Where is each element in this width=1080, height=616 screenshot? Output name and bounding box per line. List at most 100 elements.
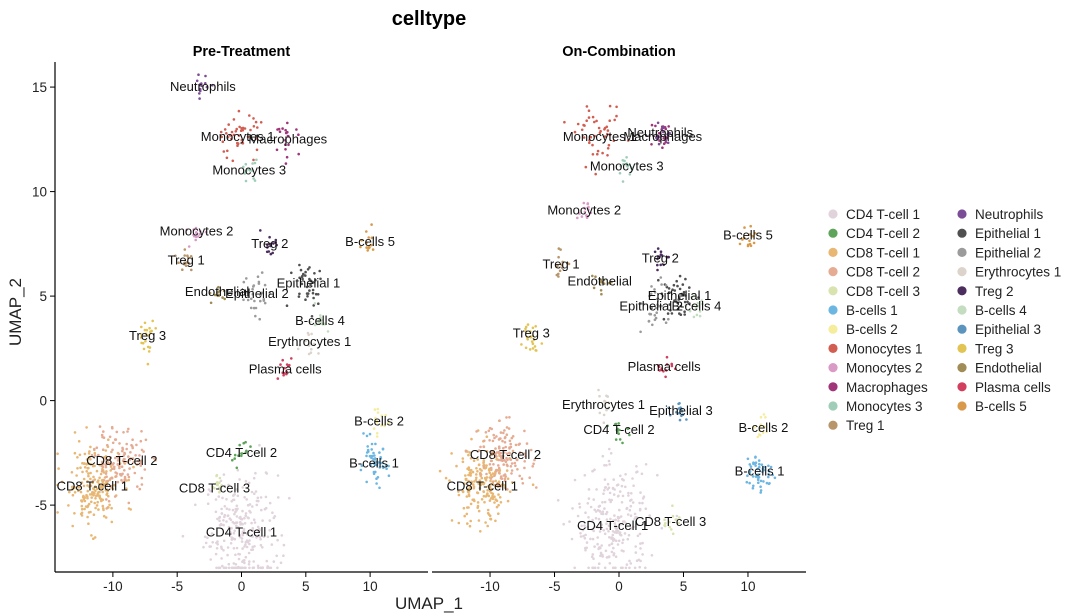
point-cd8-t-cell-2 bbox=[139, 461, 142, 465]
point-cd8-t-cell-1 bbox=[105, 493, 108, 496]
point-cd8-t-cell-1 bbox=[92, 513, 96, 516]
point-endothelial bbox=[592, 286, 596, 290]
point-monocytes-1 bbox=[231, 159, 235, 163]
point-cd8-t-cell-1 bbox=[461, 490, 465, 494]
y-tick-label: -5 bbox=[35, 498, 47, 513]
point-erythrocytes-1 bbox=[296, 347, 300, 351]
point-b-cells-2 bbox=[758, 433, 762, 437]
legend-label: Epithelial 2 bbox=[975, 245, 1041, 260]
point-erythrocytes-1 bbox=[597, 388, 600, 392]
point-cd4-t-cell-1 bbox=[261, 519, 264, 522]
point-cd4-t-cell-1 bbox=[239, 523, 242, 526]
point-cd4-t-cell-1 bbox=[624, 485, 627, 489]
point-cd4-t-cell-1 bbox=[233, 493, 236, 496]
point-cd4-t-cell-1 bbox=[242, 559, 245, 562]
cluster-label-treg-3: Treg 3 bbox=[129, 328, 166, 343]
point-b-cells-5 bbox=[752, 241, 756, 245]
point-cd8-t-cell-1 bbox=[483, 500, 486, 504]
point-monocytes-1 bbox=[223, 128, 227, 131]
point-cd4-t-cell-1 bbox=[615, 484, 619, 487]
point-cd4-t-cell-1 bbox=[252, 560, 255, 563]
point-cd4-t-cell-1 bbox=[243, 496, 246, 499]
legend-swatch bbox=[957, 363, 967, 373]
point-b-cells-1 bbox=[360, 464, 364, 468]
point-plasma-cells bbox=[662, 370, 665, 373]
point-cd8-t-cell-2 bbox=[127, 501, 131, 505]
point-cd4-t-cell-1 bbox=[232, 547, 236, 550]
point-cd8-t-cell-1 bbox=[81, 470, 84, 474]
cluster-label-b-cells-2: B-cells 2 bbox=[738, 420, 788, 435]
point-cd8-t-cell-2 bbox=[140, 430, 143, 433]
point-cd8-t-cell-2 bbox=[122, 461, 126, 464]
point-treg-2 bbox=[271, 251, 275, 255]
point-cd4-t-cell-1 bbox=[232, 531, 236, 535]
cluster-label-cd4-t-cell-2: CD4 T-cell 2 bbox=[583, 422, 654, 437]
legend-label: B-cells 4 bbox=[975, 303, 1027, 318]
point-cd8-t-cell-1 bbox=[469, 457, 473, 460]
point-cd4-t-cell-1 bbox=[210, 532, 214, 535]
point-epithelial-2 bbox=[647, 320, 651, 323]
point-cd4-t-cell-1 bbox=[282, 554, 285, 557]
point-cd8-t-cell-3 bbox=[671, 504, 674, 508]
point-epithelial-2 bbox=[648, 312, 652, 316]
point-epithelial-1 bbox=[314, 292, 318, 296]
point-monocytes-1 bbox=[615, 114, 618, 118]
cluster-label-plasma-cells: Plasma cells bbox=[249, 361, 322, 376]
point-b-cells-5 bbox=[370, 236, 374, 240]
point-monocytes-1 bbox=[243, 127, 247, 130]
point-cd8-t-cell-2 bbox=[105, 498, 108, 501]
legend-item-macrophages: Macrophages bbox=[828, 380, 928, 395]
point-b-cells-5 bbox=[367, 236, 371, 239]
point-b-cells-1 bbox=[372, 451, 375, 455]
point-cd8-t-cell-2 bbox=[497, 458, 501, 462]
point-cd8-t-cell-1 bbox=[99, 472, 103, 476]
point-treg-3 bbox=[140, 341, 143, 345]
point-cd8-t-cell-2 bbox=[131, 457, 135, 460]
point-cd8-t-cell-1 bbox=[480, 498, 484, 501]
point-b-cells-1 bbox=[375, 463, 379, 467]
point-cd4-t-cell-1 bbox=[591, 469, 594, 473]
point-cd4-t-cell-1 bbox=[597, 517, 601, 521]
point-cd4-t-cell-1 bbox=[613, 488, 616, 491]
point-cd4-t-cell-1 bbox=[612, 493, 616, 496]
point-cd4-t-cell-1 bbox=[206, 536, 209, 540]
panel-title: Pre-Treatment bbox=[193, 44, 291, 60]
cluster-label-epithelial-1: Epithelial 1 bbox=[277, 276, 341, 291]
point-monocytes-1 bbox=[237, 134, 241, 137]
point-cd8-t-cell-2 bbox=[484, 431, 488, 434]
point-cd4-t-cell-1 bbox=[227, 566, 231, 570]
point-cd4-t-cell-1 bbox=[256, 496, 260, 500]
point-b-cells-2 bbox=[375, 432, 379, 435]
cluster-label-cd8-t-cell-3: CD8 T-cell 3 bbox=[179, 480, 250, 495]
point-treg-2 bbox=[667, 255, 670, 259]
point-b-cells-1 bbox=[378, 486, 381, 490]
point-endothelial bbox=[217, 285, 220, 289]
point-cd4-t-cell-2 bbox=[235, 466, 239, 470]
point-cd4-t-cell-1 bbox=[579, 535, 583, 538]
legend-label: Endothelial bbox=[975, 361, 1042, 376]
point-cd4-t-cell-2 bbox=[614, 438, 618, 441]
point-treg-2 bbox=[269, 252, 273, 256]
point-epithelial-2 bbox=[653, 288, 656, 291]
point-cd4-t-cell-1 bbox=[612, 546, 615, 550]
point-cd4-t-cell-1 bbox=[255, 503, 259, 507]
point-epithelial-2 bbox=[251, 292, 255, 296]
point-b-cells-1 bbox=[754, 455, 757, 459]
point-monocytes-1 bbox=[241, 142, 244, 145]
point-cd8-t-cell-1 bbox=[89, 445, 92, 449]
point-b-cells-2 bbox=[373, 408, 377, 411]
point-cd8-t-cell-1 bbox=[106, 489, 110, 493]
point-b-cells-5 bbox=[746, 243, 750, 247]
point-cd4-t-cell-1 bbox=[268, 529, 272, 532]
point-cd8-t-cell-2 bbox=[102, 479, 106, 482]
point-cd8-t-cell-1 bbox=[494, 479, 498, 483]
point-b-cells-5 bbox=[749, 224, 752, 228]
x-tick-label: 0 bbox=[238, 579, 246, 594]
point-endothelial bbox=[607, 281, 611, 285]
point-cd4-t-cell-1 bbox=[624, 473, 627, 476]
point-monocytes-1 bbox=[227, 123, 230, 126]
point-epithelial-2 bbox=[242, 298, 245, 302]
point-cd8-t-cell-2 bbox=[140, 476, 144, 480]
point-macrophages bbox=[286, 130, 289, 134]
point-cd8-t-cell-2 bbox=[123, 452, 127, 456]
